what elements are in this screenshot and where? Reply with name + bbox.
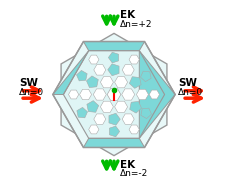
Polygon shape [83, 42, 144, 51]
Polygon shape [86, 101, 98, 112]
Polygon shape [108, 52, 118, 63]
Polygon shape [128, 125, 139, 134]
Polygon shape [53, 42, 174, 147]
Text: SW: SW [19, 77, 38, 88]
Polygon shape [129, 101, 141, 113]
Polygon shape [122, 65, 134, 75]
Polygon shape [129, 77, 141, 88]
Polygon shape [109, 113, 120, 125]
Polygon shape [114, 77, 127, 88]
Polygon shape [83, 138, 144, 147]
Text: SW: SW [177, 77, 196, 88]
Polygon shape [88, 55, 99, 64]
Polygon shape [86, 76, 98, 88]
Polygon shape [122, 114, 134, 124]
Polygon shape [149, 90, 159, 99]
Polygon shape [76, 107, 87, 118]
Polygon shape [140, 108, 151, 119]
Polygon shape [88, 125, 99, 134]
Polygon shape [136, 89, 148, 100]
Text: Δn=0: Δn=0 [19, 88, 44, 97]
Polygon shape [79, 89, 91, 100]
Polygon shape [121, 89, 134, 100]
Polygon shape [68, 90, 78, 99]
Text: Δn=-2: Δn=-2 [120, 169, 148, 178]
Polygon shape [63, 51, 164, 138]
Polygon shape [107, 64, 118, 76]
Polygon shape [100, 77, 113, 88]
Text: Δn=+2: Δn=+2 [120, 19, 152, 29]
Polygon shape [109, 126, 119, 137]
Polygon shape [61, 33, 166, 156]
Text: EK: EK [120, 10, 135, 20]
Polygon shape [100, 101, 113, 112]
Polygon shape [128, 55, 139, 64]
Polygon shape [139, 51, 174, 138]
Polygon shape [53, 51, 88, 94]
Polygon shape [93, 89, 106, 100]
Polygon shape [114, 101, 127, 112]
Polygon shape [107, 89, 120, 100]
Text: EK: EK [120, 160, 135, 170]
Polygon shape [140, 71, 151, 82]
Text: Δn=0: Δn=0 [177, 88, 202, 97]
Polygon shape [93, 114, 105, 124]
Polygon shape [76, 70, 87, 81]
Polygon shape [93, 65, 105, 75]
